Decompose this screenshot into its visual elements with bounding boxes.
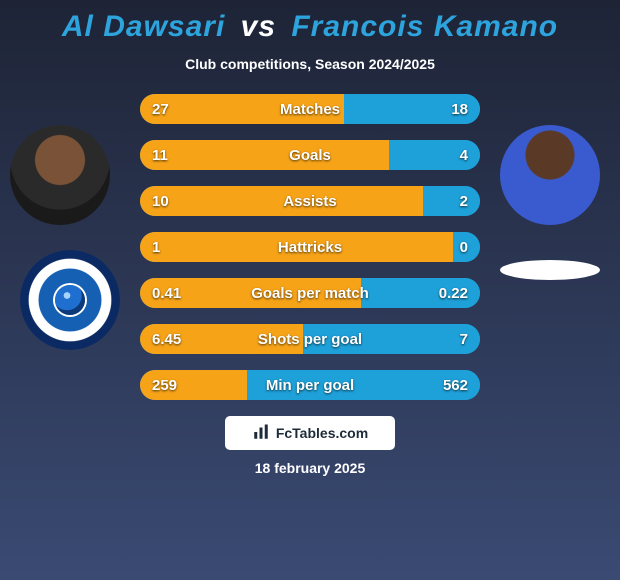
comparison-card: Al Dawsari vs Francois Kamano Club compe… <box>0 0 620 580</box>
stat-row: 259562Min per goal <box>140 370 480 400</box>
stat-row: 2718Matches <box>140 94 480 124</box>
stat-label: Assists <box>140 186 480 216</box>
subtitle: Club competitions, Season 2024/2025 <box>0 56 620 72</box>
page-title: Al Dawsari vs Francois Kamano <box>0 10 620 44</box>
stat-label: Shots per goal <box>140 324 480 354</box>
player2-club-logo <box>500 260 600 280</box>
stat-label: Goals <box>140 140 480 170</box>
player1-avatar <box>10 125 110 225</box>
player2-avatar <box>500 125 600 225</box>
brand-text: FcTables.com <box>276 425 368 441</box>
stat-label: Hattricks <box>140 232 480 262</box>
stat-row: 0.410.22Goals per match <box>140 278 480 308</box>
brand-badge: FcTables.com <box>225 416 395 450</box>
stat-row: 102Assists <box>140 186 480 216</box>
title-player2: Francois Kamano <box>291 10 558 43</box>
stat-label: Min per goal <box>140 370 480 400</box>
stat-label: Matches <box>140 94 480 124</box>
title-vs: vs <box>241 10 276 43</box>
stat-row: 10Hattricks <box>140 232 480 262</box>
stats-container: 2718Matches 114Goals 102Assists 10Hattricks… <box>140 94 480 400</box>
bars-icon <box>252 423 270 444</box>
title-player1: Al Dawsari <box>62 10 225 43</box>
stat-row: 6.457Shots per goal <box>140 324 480 354</box>
player1-club-logo <box>20 250 120 350</box>
date-text: 18 february 2025 <box>0 460 620 476</box>
stat-row: 114Goals <box>140 140 480 170</box>
stat-label: Goals per match <box>140 278 480 308</box>
